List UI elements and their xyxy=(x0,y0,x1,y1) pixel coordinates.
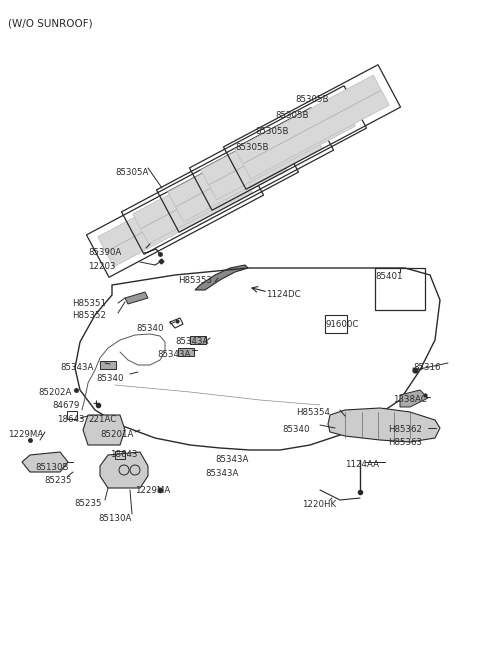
Polygon shape xyxy=(178,348,194,356)
Text: H85362: H85362 xyxy=(388,425,422,434)
Text: 85305B: 85305B xyxy=(235,143,268,152)
Text: H85363: H85363 xyxy=(388,438,422,447)
Text: 18643: 18643 xyxy=(110,450,137,459)
Text: 85340: 85340 xyxy=(282,425,310,434)
Text: 85343A: 85343A xyxy=(205,469,239,478)
Polygon shape xyxy=(100,361,116,369)
Text: 84679: 84679 xyxy=(52,401,79,410)
Text: 85130B: 85130B xyxy=(35,463,69,472)
Text: 85343A: 85343A xyxy=(60,363,94,372)
Text: 85343A: 85343A xyxy=(157,350,191,359)
Text: 1124DC: 1124DC xyxy=(266,290,300,299)
Text: 85316: 85316 xyxy=(413,363,441,372)
Text: H85353: H85353 xyxy=(178,276,212,285)
Polygon shape xyxy=(400,390,428,407)
Text: 18643: 18643 xyxy=(57,415,84,424)
Polygon shape xyxy=(195,265,248,290)
Polygon shape xyxy=(328,408,440,442)
Polygon shape xyxy=(83,415,125,445)
Text: 85390A: 85390A xyxy=(88,248,121,257)
Text: 85235: 85235 xyxy=(44,476,72,485)
Text: (W/O SUNROOF): (W/O SUNROOF) xyxy=(8,18,93,28)
Polygon shape xyxy=(98,163,252,267)
Text: H85351: H85351 xyxy=(72,299,106,308)
Text: H85352: H85352 xyxy=(72,311,106,320)
Text: 12203: 12203 xyxy=(88,262,116,271)
Text: 85305A: 85305A xyxy=(115,168,148,177)
Text: 1229MA: 1229MA xyxy=(135,486,170,495)
Text: 1220HK: 1220HK xyxy=(302,500,336,509)
Text: H85354: H85354 xyxy=(296,408,330,417)
Text: 85305B: 85305B xyxy=(275,111,309,120)
Polygon shape xyxy=(190,336,206,344)
Text: 85305B: 85305B xyxy=(255,127,288,136)
Text: 221AC: 221AC xyxy=(88,415,116,424)
Polygon shape xyxy=(201,96,355,200)
Text: 85202A: 85202A xyxy=(38,388,72,397)
Polygon shape xyxy=(168,118,322,222)
Text: 85235: 85235 xyxy=(74,499,101,508)
Text: 85340: 85340 xyxy=(96,374,123,383)
Text: 1338AC: 1338AC xyxy=(393,395,427,404)
Polygon shape xyxy=(125,292,148,304)
Polygon shape xyxy=(132,140,288,244)
Text: 91600C: 91600C xyxy=(325,320,359,329)
Text: 85130A: 85130A xyxy=(98,514,132,523)
Text: 85343A: 85343A xyxy=(175,337,208,346)
Text: 85343A: 85343A xyxy=(215,455,248,464)
Text: 85305B: 85305B xyxy=(295,95,328,104)
Text: 1124AA: 1124AA xyxy=(345,460,379,469)
Polygon shape xyxy=(100,452,148,488)
Text: 85401: 85401 xyxy=(375,272,403,281)
Text: 85340: 85340 xyxy=(136,324,164,333)
Polygon shape xyxy=(22,452,68,472)
Text: 1229MA: 1229MA xyxy=(8,430,43,439)
Polygon shape xyxy=(235,75,389,179)
Text: 85201A: 85201A xyxy=(100,430,133,439)
